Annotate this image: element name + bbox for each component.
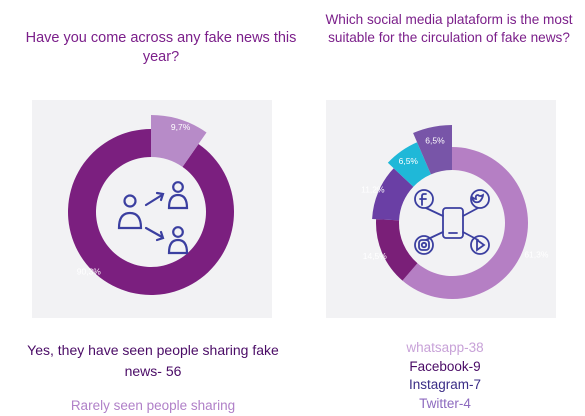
instagram-icon: [414, 235, 434, 255]
social-media-icons: [414, 189, 490, 255]
slice-label: 90,3%: [77, 266, 102, 276]
yes-caption: Yes, they have seen people sharing fake …: [27, 342, 279, 379]
slice-label: 61,3%: [524, 249, 549, 259]
pie-slice: [151, 115, 207, 167]
youtube-icon: [470, 235, 490, 255]
left-question: Have you come across any fake news this …: [25, 30, 297, 65]
slice-label: 14,5%: [363, 251, 388, 261]
pie-slice: [68, 129, 235, 295]
pie-slice: [402, 147, 528, 299]
pie-slice: [387, 142, 431, 187]
phone-icon: [442, 207, 464, 239]
platform-facebook: Facebook-9: [409, 358, 481, 374]
pie-slice: [372, 168, 414, 221]
pie-slice: [413, 125, 452, 175]
slice-label: 6,5%: [399, 156, 419, 166]
pie-slice: [375, 219, 418, 281]
people-sharing-icon: [117, 181, 189, 255]
twitter-icon: [470, 189, 490, 209]
facebook-icon: [414, 189, 434, 209]
platform-list: whatsapp-38 Facebook-9 Instagram-7 Twitt…: [360, 339, 530, 413]
slice-label: 6,5%: [425, 136, 445, 146]
platform-instagram: Instagram-7: [408, 377, 482, 392]
slice-label: 9,7%: [171, 122, 191, 132]
platform-whatsapp: whatsapp-38: [406, 340, 484, 355]
rarely-caption: Rarely seen people sharing: [70, 398, 236, 413]
slice-label: 11,2%: [361, 184, 385, 194]
right-question: Which social media plataform is the most…: [325, 12, 573, 45]
platform-twitter: Twitter-4: [419, 395, 471, 411]
